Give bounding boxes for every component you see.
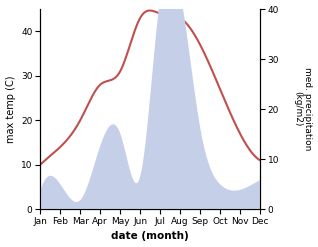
Y-axis label: max temp (C): max temp (C) — [5, 75, 16, 143]
Y-axis label: med. precipitation
(kg/m2): med. precipitation (kg/m2) — [293, 67, 313, 151]
X-axis label: date (month): date (month) — [111, 231, 189, 242]
